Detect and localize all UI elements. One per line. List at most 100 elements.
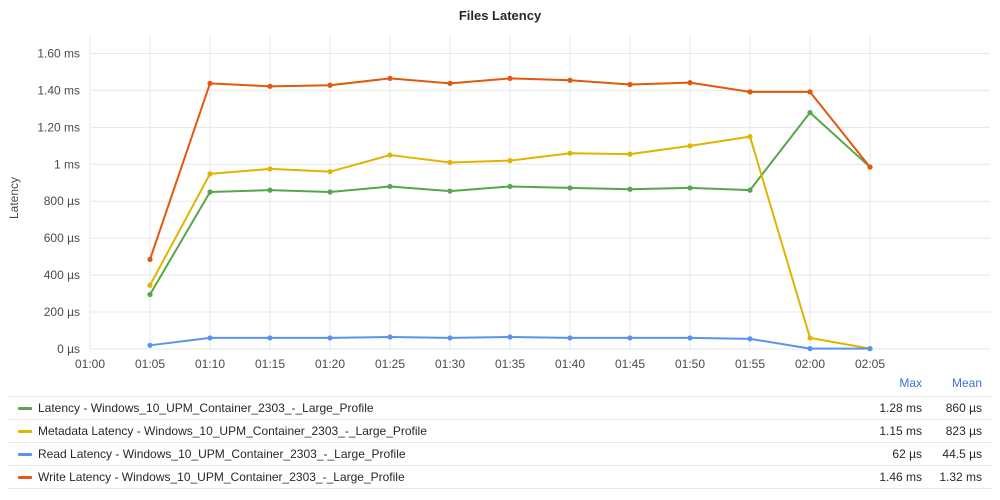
x-tick-label: 01:20 bbox=[315, 357, 345, 371]
data-point[interactable] bbox=[567, 185, 573, 191]
data-point[interactable] bbox=[327, 169, 333, 175]
data-point[interactable] bbox=[387, 334, 393, 340]
data-point[interactable] bbox=[147, 256, 153, 263]
data-point[interactable] bbox=[747, 336, 753, 342]
data-point[interactable] bbox=[687, 185, 693, 191]
data-point[interactable] bbox=[507, 334, 513, 340]
data-point[interactable] bbox=[207, 80, 213, 86]
data-point[interactable] bbox=[567, 335, 573, 341]
legend-max-header[interactable]: Max bbox=[899, 376, 922, 390]
data-point[interactable] bbox=[627, 151, 633, 157]
y-tick-label: 1 ms bbox=[54, 157, 80, 171]
data-point[interactable] bbox=[807, 335, 813, 341]
legend-max-value: 62 µs bbox=[892, 447, 922, 461]
data-point[interactable] bbox=[747, 187, 753, 193]
data-point[interactable] bbox=[507, 183, 513, 190]
data-point[interactable] bbox=[327, 335, 333, 341]
data-point[interactable] bbox=[387, 75, 393, 82]
data-point[interactable] bbox=[267, 166, 273, 172]
data-point[interactable] bbox=[807, 346, 813, 352]
data-point[interactable] bbox=[567, 150, 573, 156]
legend-series-name[interactable]: Read Latency - Windows_10_UPM_Container_… bbox=[38, 447, 406, 461]
data-point[interactable] bbox=[447, 335, 453, 341]
y-tick-label: 600 µs bbox=[44, 231, 80, 245]
data-point[interactable] bbox=[387, 183, 393, 190]
data-point[interactable] bbox=[807, 89, 813, 95]
legend-row[interactable]: Metadata Latency - Windows_10_UPM_Contai… bbox=[8, 419, 992, 442]
x-axis-ticks: 01:00 01:05 01:10 01:15 01:20 01:25 01:30 01:35… bbox=[75, 357, 885, 371]
y-tick-label: 200 µs bbox=[44, 305, 80, 319]
data-point[interactable] bbox=[447, 159, 453, 166]
legend-mean-value: 860 µs bbox=[945, 401, 982, 415]
data-point[interactable] bbox=[267, 187, 273, 193]
data-point[interactable] bbox=[567, 77, 573, 83]
legend-max-value: 1.15 ms bbox=[879, 424, 922, 438]
data-point[interactable] bbox=[807, 109, 813, 116]
y-tick-label: 1.40 ms bbox=[37, 83, 80, 97]
data-point[interactable] bbox=[867, 164, 873, 170]
legend-row[interactable]: Latency - Windows_10_UPM_Container_2303_… bbox=[8, 396, 992, 419]
legend-series-name[interactable]: Latency - Windows_10_UPM_Container_2303_… bbox=[38, 401, 374, 415]
data-point[interactable] bbox=[687, 335, 693, 341]
legend-swatch bbox=[18, 476, 32, 479]
data-point[interactable] bbox=[447, 188, 453, 194]
data-point[interactable] bbox=[207, 189, 213, 195]
legend-row[interactable]: Read Latency - Windows_10_UPM_Container_… bbox=[8, 442, 992, 465]
data-point[interactable] bbox=[867, 346, 873, 352]
data-point[interactable] bbox=[627, 81, 633, 88]
legend-series-name[interactable]: Write Latency - Windows_10_UPM_Container… bbox=[38, 470, 405, 484]
data-point[interactable] bbox=[387, 152, 393, 158]
data-point[interactable] bbox=[447, 80, 453, 86]
data-point[interactable] bbox=[147, 291, 153, 298]
data-point[interactable] bbox=[627, 335, 633, 341]
x-tick-label: 01:50 bbox=[675, 357, 705, 371]
x-tick-label: 02:05 bbox=[855, 357, 885, 371]
x-tick-label: 01:15 bbox=[255, 357, 285, 371]
latency-line-chart[interactable]: 0 µs 200 µs 400 µs 600 µs 800 µs 1 ms 1.20 ms 1… bbox=[0, 0, 1000, 372]
legend-table: Max Mean Latency - Windows_10_UPM_Contai… bbox=[8, 372, 992, 489]
x-tick-label: 01:05 bbox=[135, 357, 165, 371]
y-tick-label: 1.60 ms bbox=[37, 46, 80, 60]
data-point[interactable] bbox=[507, 75, 513, 82]
data-point[interactable] bbox=[327, 82, 333, 88]
legend-max-value: 1.28 ms bbox=[879, 401, 922, 415]
x-tick-label: 01:35 bbox=[495, 357, 525, 371]
data-point[interactable] bbox=[627, 186, 633, 192]
data-point[interactable] bbox=[687, 80, 693, 86]
legend-mean-value: 823 µs bbox=[945, 424, 982, 438]
chart-series bbox=[147, 75, 873, 352]
legend-mean-header[interactable]: Mean bbox=[951, 376, 982, 390]
legend-header: Max Mean bbox=[8, 372, 992, 396]
legend-row[interactable]: Write Latency - Windows_10_UPM_Container… bbox=[8, 465, 992, 489]
data-point[interactable] bbox=[207, 335, 213, 341]
data-point[interactable] bbox=[507, 158, 513, 164]
data-point[interactable] bbox=[267, 83, 273, 89]
y-tick-label: 800 µs bbox=[44, 194, 80, 208]
x-tick-label: 01:00 bbox=[75, 357, 105, 371]
legend-swatch bbox=[18, 453, 32, 456]
legend-max-value: 1.46 ms bbox=[879, 470, 922, 484]
legend-swatch bbox=[18, 407, 32, 410]
y-tick-label: 1.20 ms bbox=[37, 120, 80, 134]
data-point[interactable] bbox=[207, 171, 213, 177]
x-tick-label: 02:00 bbox=[795, 357, 825, 371]
y-tick-label: 0 µs bbox=[57, 342, 80, 356]
x-tick-label: 01:25 bbox=[375, 357, 405, 371]
legend-swatch bbox=[18, 430, 32, 433]
data-point[interactable] bbox=[747, 133, 753, 140]
data-point[interactable] bbox=[147, 282, 153, 288]
x-tick-label: 01:10 bbox=[195, 357, 225, 371]
data-point[interactable] bbox=[267, 335, 273, 341]
legend-series-name[interactable]: Metadata Latency - Windows_10_UPM_Contai… bbox=[38, 424, 427, 438]
data-point[interactable] bbox=[327, 189, 333, 195]
data-point[interactable] bbox=[747, 89, 753, 95]
data-point[interactable] bbox=[147, 342, 153, 348]
x-tick-label: 01:40 bbox=[555, 357, 585, 371]
legend-mean-value: 44.5 µs bbox=[942, 447, 982, 461]
legend-mean-value: 1.32 ms bbox=[939, 470, 982, 484]
data-point[interactable] bbox=[687, 143, 693, 149]
y-tick-label: 400 µs bbox=[44, 268, 80, 282]
x-tick-label: 01:45 bbox=[615, 357, 645, 371]
y-axis-ticks: 0 µs 200 µs 400 µs 600 µs 800 µs 1 ms 1.20 ms 1… bbox=[37, 46, 80, 356]
legend-rows: Latency - Windows_10_UPM_Container_2303_… bbox=[8, 396, 992, 489]
